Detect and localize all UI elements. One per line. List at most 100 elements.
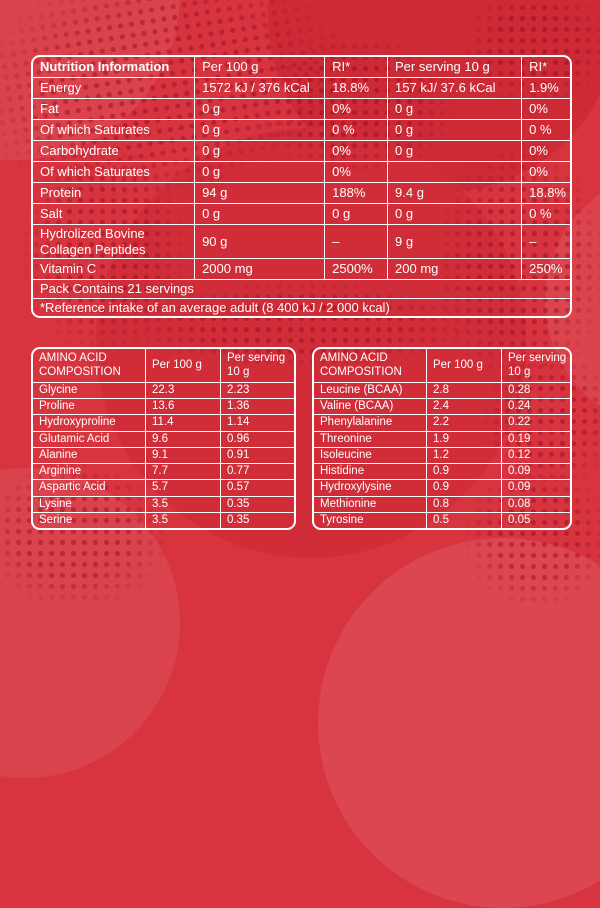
column-header-per-100g: Per 100 g xyxy=(426,349,502,383)
column-header-ri-serving: RI* xyxy=(521,57,570,78)
value-per-serving: 1.14 xyxy=(220,414,294,432)
amino-acid-name: Leucine (BCAA) xyxy=(314,381,427,400)
value-per-serving: 1.36 xyxy=(220,398,294,416)
value-per-100g: 0.8 xyxy=(426,495,502,513)
ri-per-100g: 188% xyxy=(324,182,389,204)
nutrient-name: Of which Saturates xyxy=(33,161,196,183)
amino-acid-name: Hydroxyproline xyxy=(33,414,146,432)
amino-acid-name: Glycine xyxy=(33,381,146,400)
value-per-100g: 0 g xyxy=(194,98,326,120)
amino-acid-name: Proline xyxy=(33,398,146,416)
column-header-per-100g: Per 100 g xyxy=(145,349,221,383)
amino-acid-table-right: AMINO ACID COMPOSITION Per 100 g Per ser… xyxy=(312,347,572,530)
reference-intake-note: *Reference intake of an average adult (8… xyxy=(33,297,570,317)
table-row: Alanine 9.1 0.91 xyxy=(33,446,294,465)
value-per-serving: 9 g xyxy=(387,223,523,260)
amino-acid-name: Isoleucine xyxy=(314,446,427,465)
value-per-serving: 0.57 xyxy=(220,479,294,497)
column-header-per-100g: Per 100 g xyxy=(194,57,326,78)
value-per-serving: 200 mg xyxy=(387,258,523,281)
ri-per-100g: – xyxy=(324,223,389,260)
value-per-100g: 1.9 xyxy=(426,430,502,448)
amino-acid-table-left: AMINO ACID COMPOSITION Per 100 g Per ser… xyxy=(31,347,296,530)
value-per-100g: 0.5 xyxy=(426,511,502,528)
ri-per-100g: 0 % xyxy=(324,119,389,141)
value-per-serving: 0 g xyxy=(387,203,523,225)
value-per-100g: 2.8 xyxy=(426,381,502,400)
table-row: Hydroxyproline 11.4 1.14 xyxy=(33,414,294,432)
ri-per-100g: 0% xyxy=(324,98,389,120)
value-per-100g: 13.6 xyxy=(145,398,221,416)
pack-servings-note: Pack Contains 21 servings xyxy=(33,279,570,299)
nutrient-name: Carbohydrate xyxy=(33,140,196,162)
value-per-serving: 0.09 xyxy=(501,479,570,497)
nutrition-table: Nutrition Information Per 100 g RI* Per … xyxy=(31,55,572,319)
amino-acid-name: Tyrosine xyxy=(314,511,427,528)
value-per-100g: 5.7 xyxy=(145,479,221,497)
amino-acid-name: Glutamic Acid xyxy=(33,430,146,448)
amino-acid-name: Arginine xyxy=(33,463,146,481)
table-row: Proline 13.6 1.36 xyxy=(33,398,294,416)
amino-acid-name: Alanine xyxy=(33,446,146,465)
amino-acid-name: Hydroxylysine xyxy=(314,479,427,497)
value-per-100g: 0 g xyxy=(194,119,326,141)
nutrient-name: Vitamin C xyxy=(33,258,196,281)
table-row: Carbohydrate 0 g 0% 0 g 0% xyxy=(33,140,570,162)
table-row: Valine (BCAA) 2.4 0.24 xyxy=(314,398,570,416)
value-per-100g: 1.2 xyxy=(426,446,502,465)
table-header-row: AMINO ACID COMPOSITION Per 100 g Per ser… xyxy=(33,349,294,383)
amino-acid-name: Methionine xyxy=(314,495,427,513)
value-per-serving: 0.96 xyxy=(220,430,294,448)
value-per-serving: 0.12 xyxy=(501,446,570,465)
value-per-100g: 2.4 xyxy=(426,398,502,416)
value-per-100g: 11.4 xyxy=(145,414,221,432)
amino-acid-name: Phenylalanine xyxy=(314,414,427,432)
value-per-serving: 0.35 xyxy=(220,511,294,528)
table-row: Protein 94 g 188% 9.4 g 18.8% xyxy=(33,182,570,204)
table-row: Tyrosine 0.5 0.05 xyxy=(314,511,570,528)
column-header-amino-acid-composition: AMINO ACID COMPOSITION xyxy=(33,349,146,383)
value-per-100g: 0.9 xyxy=(426,479,502,497)
ri-per-serving: 18.8% xyxy=(521,182,570,204)
nutrient-name: Protein xyxy=(33,182,196,204)
value-per-100g: 3.5 xyxy=(145,495,221,513)
amino-acid-name: Valine (BCAA) xyxy=(314,398,427,416)
nutrient-name: Hydrolized Bovine Collagen Peptides xyxy=(33,223,196,260)
column-header-nutrition-information: Nutrition Information xyxy=(33,57,196,78)
value-per-serving: 0 g xyxy=(387,98,523,120)
ri-per-serving: 0 % xyxy=(521,119,570,141)
ri-per-serving: 250% xyxy=(521,258,570,281)
value-per-serving: 157 kJ/ 37.6 kCal xyxy=(387,77,523,99)
table-row: Of which Saturates 0 g 0% 0% xyxy=(33,161,570,183)
value-per-serving: 0.28 xyxy=(501,381,570,400)
table-row: Fat 0 g 0% 0 g 0% xyxy=(33,98,570,120)
amino-acid-name: Aspartic Acid xyxy=(33,479,146,497)
table-row: Vitamin C 2000 mg 2500% 200 mg 250% xyxy=(33,258,570,281)
column-header-per-serving-10g: Per serving 10 g xyxy=(501,349,570,383)
table-row: *Reference intake of an average adult (8… xyxy=(33,297,570,317)
table-row: Methionine 0.8 0.08 xyxy=(314,495,570,513)
ri-per-serving: 0 % xyxy=(521,203,570,225)
value-per-100g: 0 g xyxy=(194,161,326,183)
value-per-100g: 22.3 xyxy=(145,381,221,400)
ri-per-100g: 0% xyxy=(324,140,389,162)
value-per-serving: 0 g xyxy=(387,140,523,162)
value-per-100g: 90 g xyxy=(194,223,326,260)
table-row: Pack Contains 21 servings xyxy=(33,279,570,299)
table-header-row: Nutrition Information Per 100 g RI* Per … xyxy=(33,57,570,78)
amino-acid-name: Serine xyxy=(33,511,146,528)
value-per-100g: 9.1 xyxy=(145,446,221,465)
ri-per-100g: 18.8% xyxy=(324,77,389,99)
value-per-serving: 0.08 xyxy=(501,495,570,513)
table-row: Serine 3.5 0.35 xyxy=(33,511,294,528)
table-row: Hydroxylysine 0.9 0.09 xyxy=(314,479,570,497)
ri-per-serving: 0% xyxy=(521,161,570,183)
ri-per-100g: 0 g xyxy=(324,203,389,225)
value-per-100g: 7.7 xyxy=(145,463,221,481)
table-row: Histidine 0.9 0.09 xyxy=(314,463,570,481)
table-row: Arginine 7.7 0.77 xyxy=(33,463,294,481)
table-header-row: AMINO ACID COMPOSITION Per 100 g Per ser… xyxy=(314,349,570,383)
value-per-100g: 94 g xyxy=(194,182,326,204)
value-per-100g: 3.5 xyxy=(145,511,221,528)
